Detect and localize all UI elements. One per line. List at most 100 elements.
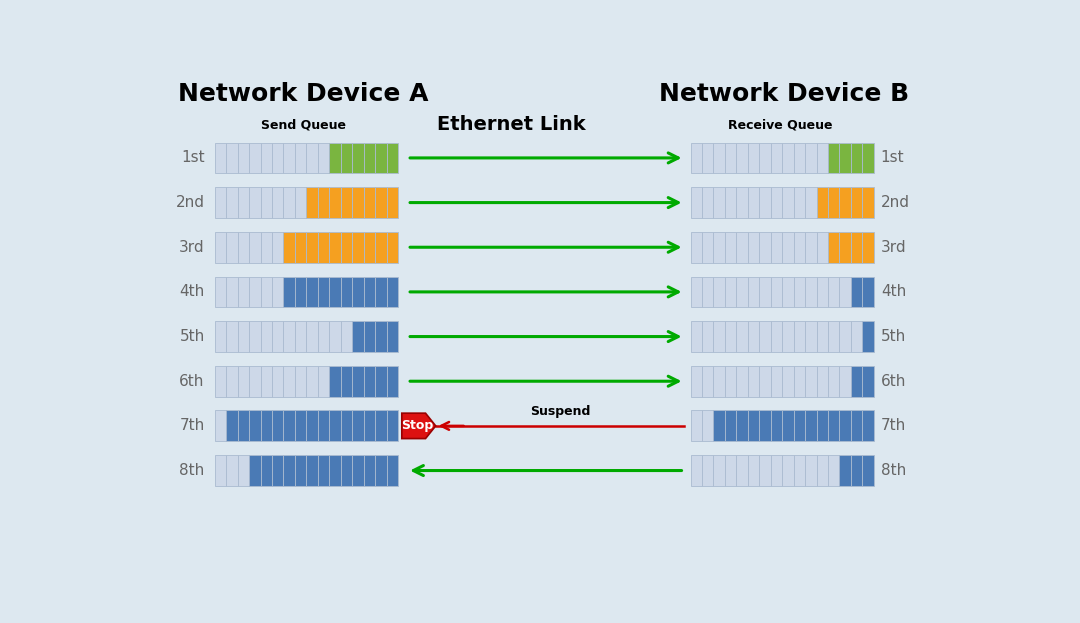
Bar (805, 455, 816, 486)
Bar (340, 411, 352, 441)
Bar (747, 366, 759, 397)
Bar (690, 232, 702, 263)
Bar (851, 455, 862, 486)
Bar (862, 277, 874, 307)
Bar (215, 366, 226, 397)
Bar (307, 232, 318, 263)
Bar (771, 187, 782, 218)
Bar (226, 321, 238, 352)
Bar (737, 187, 747, 218)
Bar (862, 187, 874, 218)
Bar (295, 187, 307, 218)
Bar (283, 455, 295, 486)
Bar (747, 143, 759, 173)
Bar (851, 187, 862, 218)
Bar (318, 321, 329, 352)
Bar (794, 187, 805, 218)
Bar (307, 411, 318, 441)
Bar (839, 455, 851, 486)
Bar (387, 366, 397, 397)
Bar (690, 143, 702, 173)
Bar (725, 321, 737, 352)
Bar (782, 187, 794, 218)
Bar (690, 411, 702, 441)
Bar (249, 455, 260, 486)
Bar (816, 143, 828, 173)
Bar (702, 187, 714, 218)
Polygon shape (402, 413, 435, 439)
Bar (737, 455, 747, 486)
Bar (272, 455, 283, 486)
Bar (816, 187, 828, 218)
Bar (702, 277, 714, 307)
Bar (364, 411, 375, 441)
Bar (272, 366, 283, 397)
Bar (690, 277, 702, 307)
Bar (387, 321, 397, 352)
Bar (352, 321, 364, 352)
Text: 1st: 1st (181, 150, 205, 166)
Bar (238, 366, 249, 397)
Bar (364, 366, 375, 397)
Bar (249, 366, 260, 397)
Bar (747, 455, 759, 486)
Bar (862, 411, 874, 441)
Text: 4th: 4th (881, 285, 906, 300)
Bar (375, 277, 387, 307)
Bar (805, 321, 816, 352)
Bar (816, 321, 828, 352)
Bar (329, 187, 340, 218)
Bar (249, 411, 260, 441)
Bar (226, 232, 238, 263)
Bar (272, 232, 283, 263)
Bar (238, 232, 249, 263)
Bar (260, 143, 272, 173)
Bar (329, 455, 340, 486)
Bar (851, 366, 862, 397)
Bar (238, 455, 249, 486)
Text: 3rd: 3rd (179, 240, 205, 255)
Bar (340, 277, 352, 307)
Bar (260, 187, 272, 218)
Bar (862, 143, 874, 173)
Text: 1st: 1st (881, 150, 904, 166)
Bar (725, 187, 737, 218)
Bar (364, 143, 375, 173)
Bar (839, 277, 851, 307)
Bar (295, 321, 307, 352)
Bar (816, 411, 828, 441)
Bar (249, 232, 260, 263)
Bar (759, 321, 771, 352)
Bar (862, 321, 874, 352)
Bar (387, 455, 397, 486)
Bar (862, 455, 874, 486)
Bar (272, 411, 283, 441)
Bar (794, 366, 805, 397)
Bar (375, 232, 387, 263)
Text: Send Queue: Send Queue (260, 118, 346, 131)
Bar (215, 321, 226, 352)
Bar (215, 277, 226, 307)
Bar (283, 143, 295, 173)
Bar (260, 455, 272, 486)
Bar (782, 277, 794, 307)
Bar (702, 366, 714, 397)
Bar (771, 143, 782, 173)
Bar (714, 277, 725, 307)
Text: Suspend: Suspend (530, 405, 591, 418)
Bar (759, 232, 771, 263)
Bar (215, 143, 226, 173)
Bar (759, 277, 771, 307)
Bar (260, 232, 272, 263)
Bar (771, 455, 782, 486)
Bar (839, 187, 851, 218)
Bar (725, 232, 737, 263)
Bar (340, 366, 352, 397)
Bar (329, 143, 340, 173)
Bar (805, 277, 816, 307)
Bar (352, 277, 364, 307)
Text: 2nd: 2nd (881, 195, 909, 210)
Bar (307, 455, 318, 486)
Bar (215, 187, 226, 218)
Bar (747, 411, 759, 441)
